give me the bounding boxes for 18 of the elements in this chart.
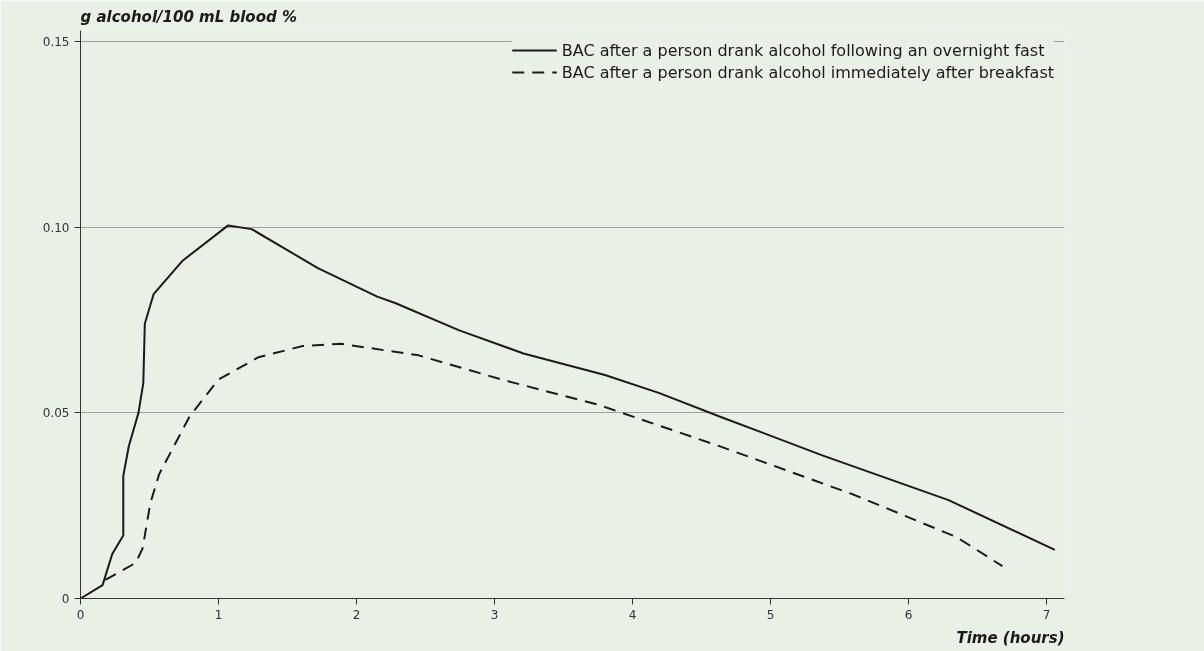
x-tick-label: 5 [766,607,775,622]
y-tick-label: 0 [61,592,70,606]
legend-label: BAC after a person drank alcohol following an overnight fast [561,40,1045,60]
x-tick-label: 4 [628,607,637,622]
line-series [104,342,1004,581]
y-tick-label: 0.15 [42,35,70,50]
x-tick-label: 7 [1042,607,1051,622]
y-tick-label: 0.05 [42,406,70,421]
line-series [80,224,1056,599]
x-tick-label: 1 [214,607,223,622]
y-tick-label: 0.10 [42,220,70,235]
x-tick-label: 3 [490,607,499,622]
x-tick-label: 6 [904,607,913,622]
x-tick-label: 2 [352,607,361,622]
x-tick-label: 0 [76,607,85,622]
x-axis-title: Time (hours) [956,628,1065,647]
y-axis-title: g alcohol/100 mL blood % [80,7,297,26]
legend-label: BAC after a person drank alcohol immediately after breakfast [561,62,1054,82]
